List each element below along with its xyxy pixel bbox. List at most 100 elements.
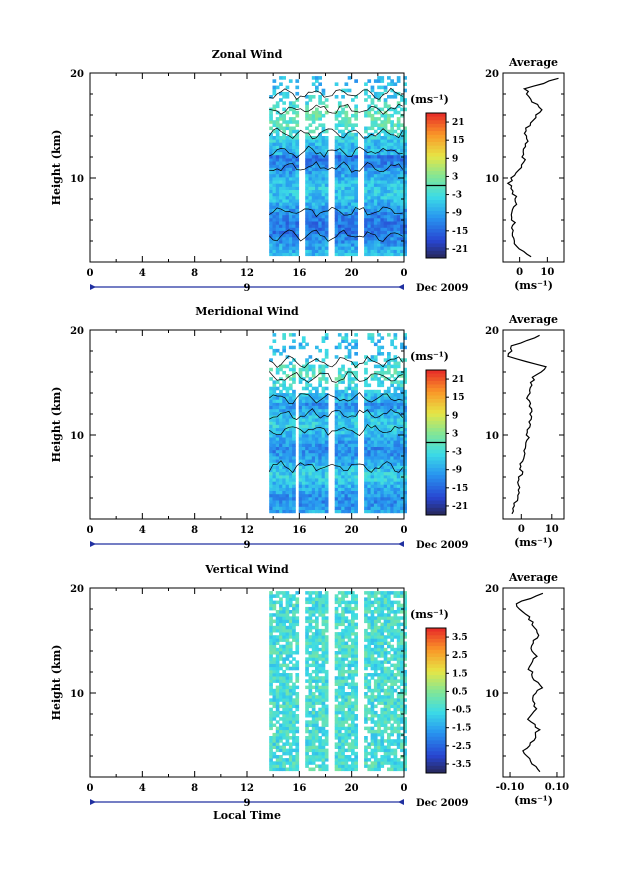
heatmap-cell [269, 660, 273, 664]
heatmap-cell [308, 167, 313, 172]
heatmap-cell [295, 707, 300, 712]
heatmap-cell [285, 192, 290, 197]
heatmap-cell [337, 402, 342, 406]
heatmap-cell [383, 506, 388, 510]
heatmap-cell [288, 723, 293, 727]
heatmap-cell [337, 597, 342, 601]
heatmap-cell [269, 170, 273, 175]
heatmap-cell [269, 95, 273, 99]
heatmap-cell [324, 411, 329, 416]
heatmap-cell [308, 493, 313, 498]
heatmap-cell [383, 217, 388, 222]
heatmap-cell [318, 465, 322, 469]
heatmap-cell [275, 591, 280, 595]
heatmap-cell [364, 764, 368, 768]
heatmap-cell [305, 180, 309, 184]
heatmap-cell [321, 224, 326, 228]
heatmap-cell [315, 506, 319, 510]
heatmap-cell [279, 364, 283, 369]
heatmap-cell [275, 176, 280, 181]
heatmap-cell [275, 370, 280, 375]
heatmap-cell [295, 208, 300, 213]
heatmap-cell [324, 173, 329, 178]
heatmap-cell [285, 148, 290, 153]
heatmap-cell [321, 726, 326, 731]
heatmap-cell [305, 761, 309, 765]
heatmap-cell [390, 252, 394, 257]
heatmap-cell [305, 176, 309, 181]
heatmap-cell [351, 161, 355, 165]
heatmap-cell [269, 613, 273, 617]
heatmap-cell [370, 468, 375, 473]
heatmap-cell [344, 500, 349, 504]
heatmap-cell [347, 164, 352, 168]
heatmap-cell [279, 195, 283, 200]
heatmap-cell [403, 205, 407, 209]
heatmap-cell [298, 440, 303, 444]
heatmap-cell [373, 484, 378, 488]
heatmap-cell [373, 509, 378, 514]
heatmap-cell [305, 164, 309, 168]
heatmap-cell [285, 496, 290, 501]
heatmap-cell [282, 380, 286, 384]
heatmap-cell [285, 136, 290, 140]
heatmap-cell [292, 625, 296, 630]
heatmap-cell [282, 465, 286, 469]
heatmap-cell [275, 616, 280, 620]
heatmap-cell [341, 704, 345, 709]
heatmap-cell [367, 211, 372, 216]
heatmap-cell [321, 603, 326, 608]
heatmap-cell [285, 742, 290, 746]
heatmap-cell [315, 462, 319, 466]
heatmap-cell [285, 509, 290, 514]
heatmap-cell [295, 120, 300, 124]
heatmap-cell [367, 104, 372, 109]
heatmap-cell [308, 411, 313, 416]
heatmap-cell [367, 230, 372, 235]
heatmap-cell [403, 154, 407, 159]
heatmap-cell [315, 199, 319, 203]
heatmap-cell [351, 176, 355, 181]
heatmap-cell [347, 386, 352, 391]
heatmap-cell [308, 651, 313, 655]
heatmap-cell [373, 682, 378, 686]
heatmap-cell [308, 389, 313, 394]
heatmap-cell [377, 509, 381, 514]
heatmap-cell [347, 767, 352, 772]
heatmap-cell [367, 707, 372, 712]
heatmap-cell [344, 663, 349, 668]
heatmap-cell [341, 123, 345, 127]
heatmap-cell [311, 167, 316, 172]
heatmap-cell [324, 199, 329, 203]
heatmap-cell [396, 233, 401, 238]
heatmap-cell [393, 468, 398, 473]
heatmap-cell [334, 217, 339, 222]
heatmap-cell [377, 202, 381, 206]
heatmap-cell [324, 208, 329, 213]
heatmap-cell [292, 151, 296, 156]
heatmap-cell [387, 164, 391, 168]
heatmap-cell [341, 405, 345, 410]
heatmap-cell [334, 764, 339, 768]
heatmap-cell [337, 701, 342, 705]
heatmap-cell [351, 758, 355, 762]
heatmap-cell [341, 685, 345, 690]
heatmap-cell [337, 145, 342, 149]
heatmap-cell [282, 408, 286, 413]
heatmap-cell [334, 638, 339, 642]
heatmap-cell [370, 88, 375, 93]
colorbar-segment [426, 185, 446, 190]
heatmap-cell [318, 411, 322, 416]
heatmap-cell [269, 183, 273, 187]
heatmap-cell [321, 478, 326, 482]
heatmap-cell [318, 647, 322, 652]
heatmap-cell [295, 158, 300, 162]
heatmap-cell [347, 393, 352, 397]
heatmap-cell [370, 151, 375, 156]
contour-line [268, 127, 404, 140]
heatmap-cell [288, 673, 293, 677]
heatmap-cell [377, 195, 381, 200]
heatmap-cell [390, 195, 394, 200]
colorbar-segment [426, 482, 446, 487]
heatmap-cell [308, 195, 313, 200]
